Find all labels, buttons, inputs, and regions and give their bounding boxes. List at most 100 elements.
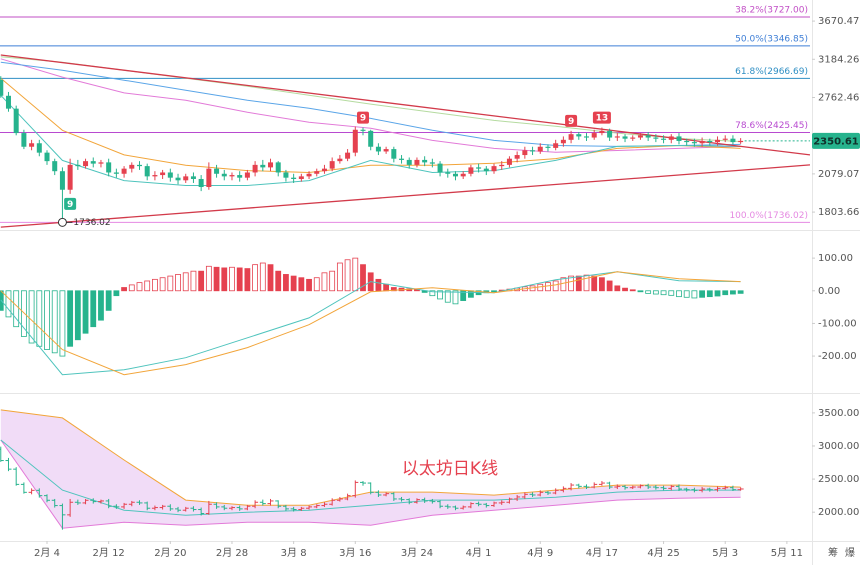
macd-bar bbox=[13, 290, 20, 328]
macd-bar bbox=[706, 290, 713, 298]
candle-body bbox=[229, 175, 235, 177]
candle-body bbox=[144, 166, 150, 177]
macd-bar bbox=[213, 266, 220, 292]
signal-label: 9 bbox=[67, 200, 73, 210]
y-tick-label: 3000.00 bbox=[818, 441, 859, 452]
band-middle bbox=[0, 439, 741, 516]
macd-line bbox=[0, 271, 741, 376]
signal-label: 9 bbox=[568, 117, 574, 127]
macd-bar bbox=[182, 272, 189, 292]
macd-bar bbox=[36, 290, 43, 347]
candle-body bbox=[653, 137, 659, 139]
macd-bar bbox=[599, 277, 605, 292]
y-tick-label: -200.00 bbox=[818, 351, 857, 362]
signal-marker bbox=[592, 111, 611, 124]
macd-bar bbox=[20, 290, 27, 337]
tool-icon[interactable]: 爆 bbox=[845, 547, 855, 559]
candle-body bbox=[715, 139, 721, 143]
candle-body bbox=[13, 108, 19, 134]
candle-body bbox=[645, 135, 651, 138]
moving-average bbox=[0, 94, 741, 186]
trend-line bbox=[0, 54, 810, 156]
x-tick-label: 2月 4 bbox=[34, 547, 60, 559]
macd-bar bbox=[205, 265, 212, 292]
macd-bar bbox=[167, 275, 174, 292]
macd-bar bbox=[144, 280, 151, 292]
y-tick-label: 2762.46 bbox=[818, 92, 859, 103]
candle-body bbox=[67, 164, 73, 190]
macd-bar bbox=[429, 290, 436, 297]
fib-label: 38.2%(3727.00) bbox=[735, 5, 808, 15]
y-tick-label: 3670.47 bbox=[818, 16, 859, 27]
macd-bar bbox=[467, 290, 474, 298]
macd-bar bbox=[229, 266, 235, 292]
candle-body bbox=[368, 130, 374, 147]
candle-body bbox=[221, 173, 227, 177]
candle-body bbox=[668, 136, 674, 140]
candle-body bbox=[730, 138, 736, 143]
macd-bar bbox=[221, 267, 228, 292]
candle-body bbox=[707, 140, 713, 143]
macd-bar bbox=[190, 270, 197, 292]
candle-body bbox=[583, 136, 589, 138]
macd-bar bbox=[44, 290, 50, 350]
macd-bar bbox=[552, 280, 559, 292]
macd-bar bbox=[676, 290, 682, 298]
macd-bar bbox=[59, 290, 66, 357]
candle-body bbox=[268, 162, 274, 168]
candle-body bbox=[160, 172, 166, 176]
candle-body bbox=[399, 158, 405, 160]
fib-label: 100.0%(1736.02) bbox=[729, 211, 808, 221]
candle-body bbox=[545, 146, 551, 148]
macd-bar bbox=[113, 290, 120, 297]
band-panel bbox=[0, 409, 744, 530]
candle-body bbox=[468, 167, 474, 174]
macd-bar bbox=[152, 278, 158, 292]
macd-bar bbox=[730, 290, 736, 295]
macd-bar bbox=[321, 272, 328, 292]
x-tick-label: 3月 8 bbox=[281, 547, 307, 559]
band-fill bbox=[0, 409, 741, 529]
candle-body bbox=[476, 167, 482, 169]
x-tick-label: 4月 25 bbox=[647, 547, 679, 559]
candle-body bbox=[553, 143, 559, 148]
macd-bar bbox=[606, 280, 613, 292]
macd-bar bbox=[90, 290, 97, 328]
moving-average bbox=[0, 77, 741, 174]
candle-body bbox=[506, 158, 512, 165]
candle-body bbox=[90, 161, 96, 164]
x-tick-label: 3月 24 bbox=[401, 547, 433, 559]
candle-body bbox=[167, 172, 173, 178]
candle-body bbox=[121, 168, 127, 174]
candle-body bbox=[537, 146, 543, 152]
candle-body bbox=[591, 133, 597, 138]
macd-bar bbox=[290, 275, 297, 292]
macd-bar bbox=[159, 277, 166, 292]
candle-body bbox=[206, 168, 212, 188]
candle-body bbox=[414, 159, 420, 165]
macd-bar bbox=[460, 290, 467, 301]
fib-label: 50.0%(3346.85) bbox=[735, 34, 808, 44]
macd-bar bbox=[545, 282, 551, 292]
candle-body bbox=[252, 164, 258, 173]
candle-body bbox=[129, 164, 135, 169]
tool-icon[interactable]: 筹 bbox=[828, 546, 838, 559]
low-label: 1736.02 bbox=[73, 218, 110, 228]
candle-body bbox=[699, 140, 705, 144]
macd-bar bbox=[236, 267, 243, 292]
candle-body bbox=[406, 159, 412, 165]
macd-bar bbox=[128, 284, 135, 292]
y-tick-label: 3184.26 bbox=[818, 54, 859, 65]
macd-bar bbox=[5, 290, 12, 318]
x-tick-label: 5月 3 bbox=[712, 547, 738, 559]
candle-body bbox=[429, 162, 435, 164]
candle-body bbox=[75, 164, 81, 167]
macd-bar bbox=[575, 275, 582, 292]
x-tick-label: 4月 1 bbox=[466, 547, 492, 559]
candle-body bbox=[622, 136, 628, 139]
candle-body bbox=[576, 134, 582, 137]
candle-body bbox=[44, 152, 50, 162]
labels: 38.2%(3727.00) 50.0%(3346.85) 61.8%(2966.6… bbox=[34, 5, 860, 559]
moving-average bbox=[0, 58, 741, 153]
